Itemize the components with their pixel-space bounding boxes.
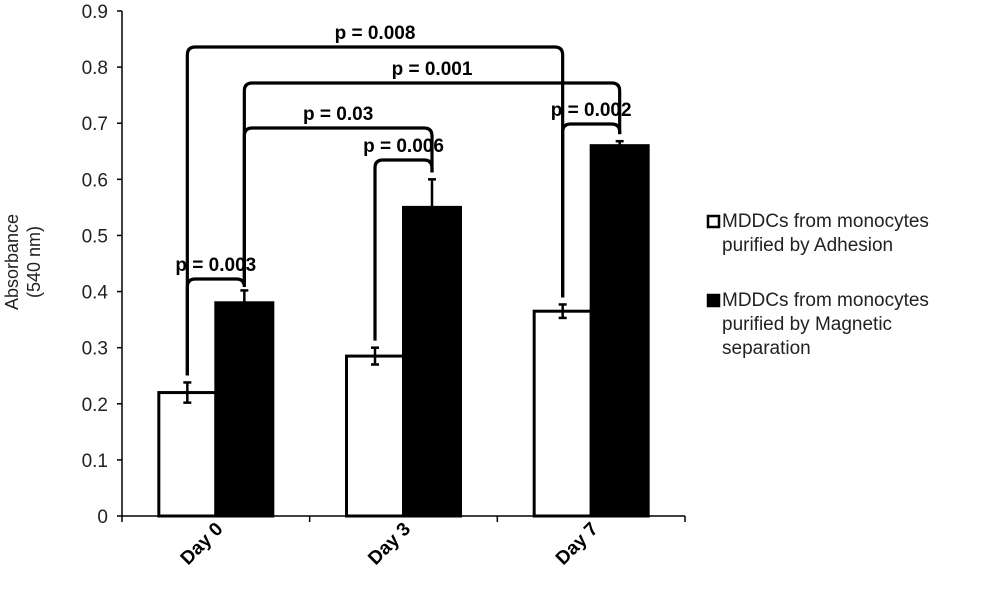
bars xyxy=(157,144,650,518)
y-tick-label: 0.7 xyxy=(82,114,108,135)
bar xyxy=(157,391,218,518)
y-tick-label: 0.8 xyxy=(82,58,108,79)
p-value-label: p = 0.003 xyxy=(175,255,256,276)
y-tick-label: 0.3 xyxy=(82,339,108,360)
bar xyxy=(345,354,405,518)
significance-bracket xyxy=(185,45,565,376)
legend-swatch xyxy=(706,214,721,229)
y-axis-label-line1: Absorbance xyxy=(2,214,22,310)
legend-label: purified by Magnetic xyxy=(722,314,892,335)
y-tick-label: 0.4 xyxy=(82,283,109,304)
legend-label: MDDCs from monocytes xyxy=(722,211,929,232)
p-value-label: p = 0.008 xyxy=(335,23,416,44)
legend-label: MDDCs from monocytes xyxy=(722,290,929,311)
bar xyxy=(402,205,462,518)
error-bars xyxy=(183,139,624,404)
x-category-label: Day 3 xyxy=(364,519,415,570)
x-category-label: Day 0 xyxy=(177,519,228,570)
y-axis-label-line2: (540 nm) xyxy=(24,226,44,298)
x-category-label: Day 7 xyxy=(552,519,603,570)
y-ticks: 0 0.1 0.2 0.3 0.4 0.5 0.6 0.7 0.8 0.9 xyxy=(82,2,122,528)
bar xyxy=(589,144,650,518)
legend: MDDCs from monocytes purified by Adhesion… xyxy=(706,211,929,359)
x-categories: Day 0 Day 3 Day 7 xyxy=(177,519,603,570)
p-value-label: p = 0.03 xyxy=(303,104,373,125)
legend-label: purified by Adhesion xyxy=(722,235,893,256)
y-axis-label: Absorbance (540 nm) xyxy=(2,214,44,310)
y-tick-label: 0 xyxy=(97,507,108,528)
y-tick-label: 0.1 xyxy=(82,451,108,472)
bar xyxy=(532,309,593,518)
y-tick-label: 0.6 xyxy=(82,170,108,191)
y-tick-label: 0.5 xyxy=(82,226,108,247)
bar xyxy=(214,301,275,518)
p-value-label: p = 0.002 xyxy=(551,100,632,121)
legend-swatch xyxy=(706,293,721,308)
p-value-label: p = 0.001 xyxy=(392,59,473,80)
legend-label: separation xyxy=(722,338,811,359)
y-tick-label: 0.2 xyxy=(82,395,108,416)
y-tick-label: 0.9 xyxy=(82,2,108,23)
significance-bracket xyxy=(242,81,622,284)
p-value-label: p = 0.006 xyxy=(363,136,444,157)
significance-brackets: p = 0.003 p = 0.006 p = 0.002 p = 0.03 p = 0… xyxy=(175,23,632,376)
